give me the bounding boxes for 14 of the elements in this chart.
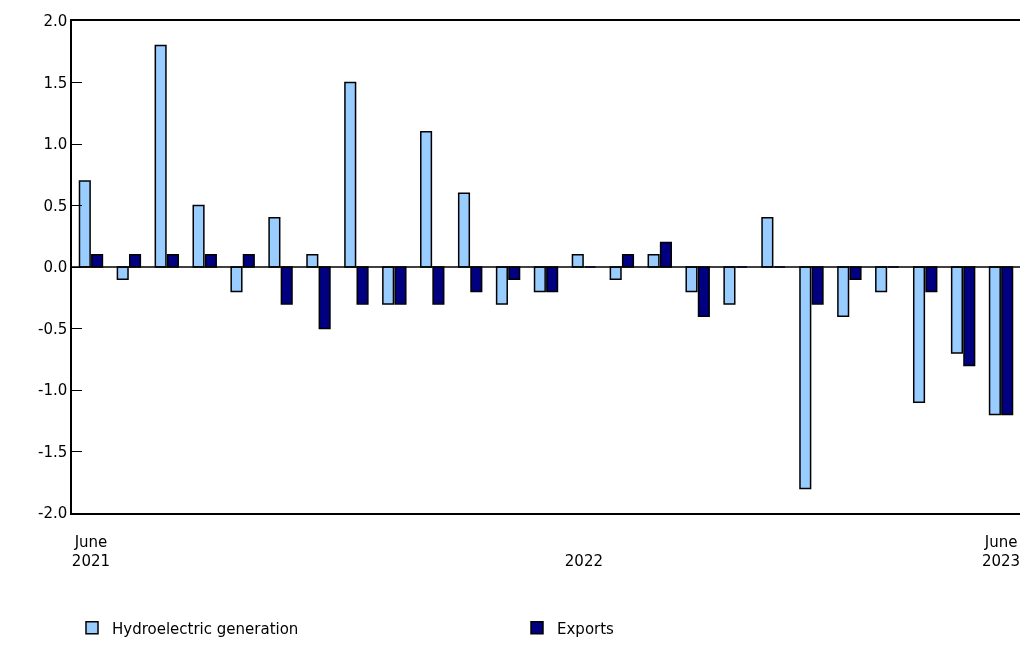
- x-tick-label: June 2021: [71, 532, 111, 571]
- y-tick-label: 1.0: [43, 135, 68, 154]
- y-tick-label: 2.0: [43, 12, 68, 31]
- y-tick-label: 0.0: [43, 258, 68, 277]
- legend-label: Hydroelectric generation: [112, 619, 299, 638]
- y-tick-label: -0.5: [37, 319, 68, 338]
- y-tick-label: -1.5: [37, 442, 68, 461]
- y-tick-label: 0.5: [43, 196, 68, 215]
- x-tick-label: 2022: [564, 552, 604, 571]
- y-tick-label: 1.5: [43, 73, 68, 92]
- y-tick-label: -2.0: [37, 504, 68, 523]
- legend-label: Exports: [557, 619, 615, 638]
- y-tick-label: -1.0: [37, 381, 68, 400]
- x-tick-label: June 2023: [981, 532, 1021, 571]
